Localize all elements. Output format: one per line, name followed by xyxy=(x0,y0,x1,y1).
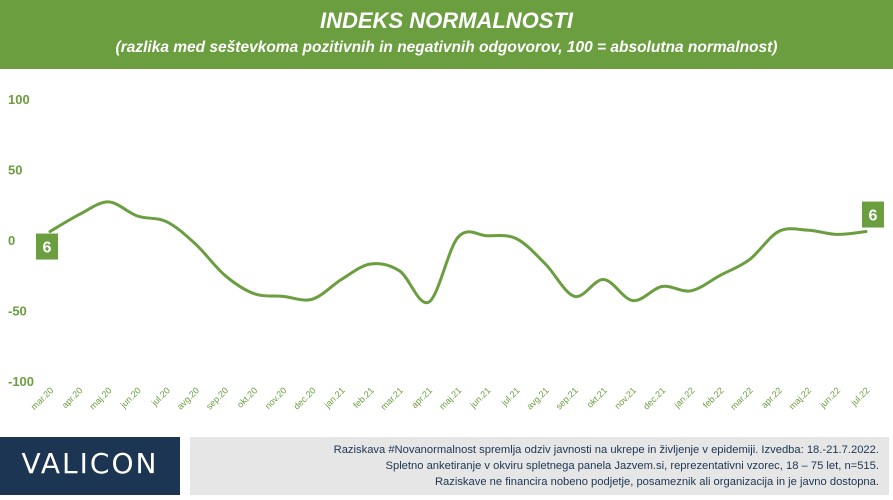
x-tick-label: maj.21 xyxy=(437,385,463,411)
y-tick-label: 50 xyxy=(8,163,22,178)
valicon-logo: VALICON xyxy=(21,447,159,480)
x-tick-label: mar.20 xyxy=(29,385,56,412)
footer-note-line: Raziskave ne financira nobeno podjetje, … xyxy=(434,476,879,488)
y-tick-label: -100 xyxy=(8,374,34,389)
x-tick-label: avg.20 xyxy=(175,385,201,411)
x-tick-label: mar.22 xyxy=(728,385,755,412)
chart-header: INDEKS NORMALNOSTI (razlika med seštevko… xyxy=(0,0,893,69)
data-label-text: 6 xyxy=(869,208,878,225)
data-label: 6 xyxy=(862,201,884,228)
x-tick-label: jun.22 xyxy=(817,385,842,410)
x-axis: mar.20 apr.20 maj.20 jun.20 jul.20 avg.20 sep.… xyxy=(29,385,872,412)
y-tick-label: -50 xyxy=(8,304,27,319)
chart-title: INDEKS NORMALNOSTI xyxy=(320,8,573,33)
x-tick-label: jul.21 xyxy=(499,385,522,408)
x-tick-label: apr.22 xyxy=(759,385,784,410)
x-tick-label: feb.21 xyxy=(351,385,376,410)
data-label-text: 6 xyxy=(43,240,52,257)
footer-logo-box: VALICON xyxy=(0,437,180,495)
x-tick-label: maj.20 xyxy=(88,385,114,411)
y-tick-label: 100 xyxy=(8,92,30,107)
x-tick-label: jul.22 xyxy=(848,385,871,408)
x-tick-label: feb.22 xyxy=(701,385,726,410)
y-axis: 100 50 0 -50 -100 xyxy=(8,92,34,389)
footer-notes: Raziskava #Novanormalnost spremlja odziv… xyxy=(190,437,889,495)
y-tick-label: 0 xyxy=(8,233,15,248)
x-tick-label: okt.21 xyxy=(585,385,609,409)
x-tick-label: nov.20 xyxy=(263,385,289,411)
x-tick-label: sep.21 xyxy=(554,385,580,411)
data-label: 6 xyxy=(36,233,58,260)
x-tick-label: jan.22 xyxy=(671,385,696,410)
x-tick-label: jun.20 xyxy=(118,385,143,410)
x-tick-label: okt.20 xyxy=(235,385,259,409)
x-tick-label: maj.22 xyxy=(787,385,813,411)
data-label-box xyxy=(862,201,884,228)
footer-note-line: Spletno anketiranje v okviru spletnega p… xyxy=(385,460,879,472)
x-tick-label: avg.21 xyxy=(525,385,551,411)
x-tick-label: mar.21 xyxy=(379,385,406,412)
x-tick-label: dec.21 xyxy=(641,385,667,411)
chart-subtitle: (razlika med seštevkoma pozitivnih in ne… xyxy=(115,39,778,56)
x-tick-label: jul.20 xyxy=(149,385,172,408)
series-line xyxy=(48,200,868,305)
x-tick-label: dec.20 xyxy=(292,385,318,411)
x-tick-label: sep.20 xyxy=(204,385,230,411)
x-tick-label: apr.21 xyxy=(410,385,435,410)
x-tick-label: jan.21 xyxy=(322,385,347,410)
x-tick-label: apr.20 xyxy=(60,385,85,410)
x-tick-label: jun.21 xyxy=(467,385,492,410)
footer-note-line: Raziskava #Novanormalnost spremlja odziv… xyxy=(333,444,879,456)
data-labels: 66 xyxy=(36,201,884,260)
data-label-box xyxy=(36,233,58,260)
x-tick-label: nov.21 xyxy=(613,385,639,411)
line-chart: 100 50 0 -50 -100 mar.20 apr.20 maj.20 jun.20 ju… xyxy=(8,92,884,412)
